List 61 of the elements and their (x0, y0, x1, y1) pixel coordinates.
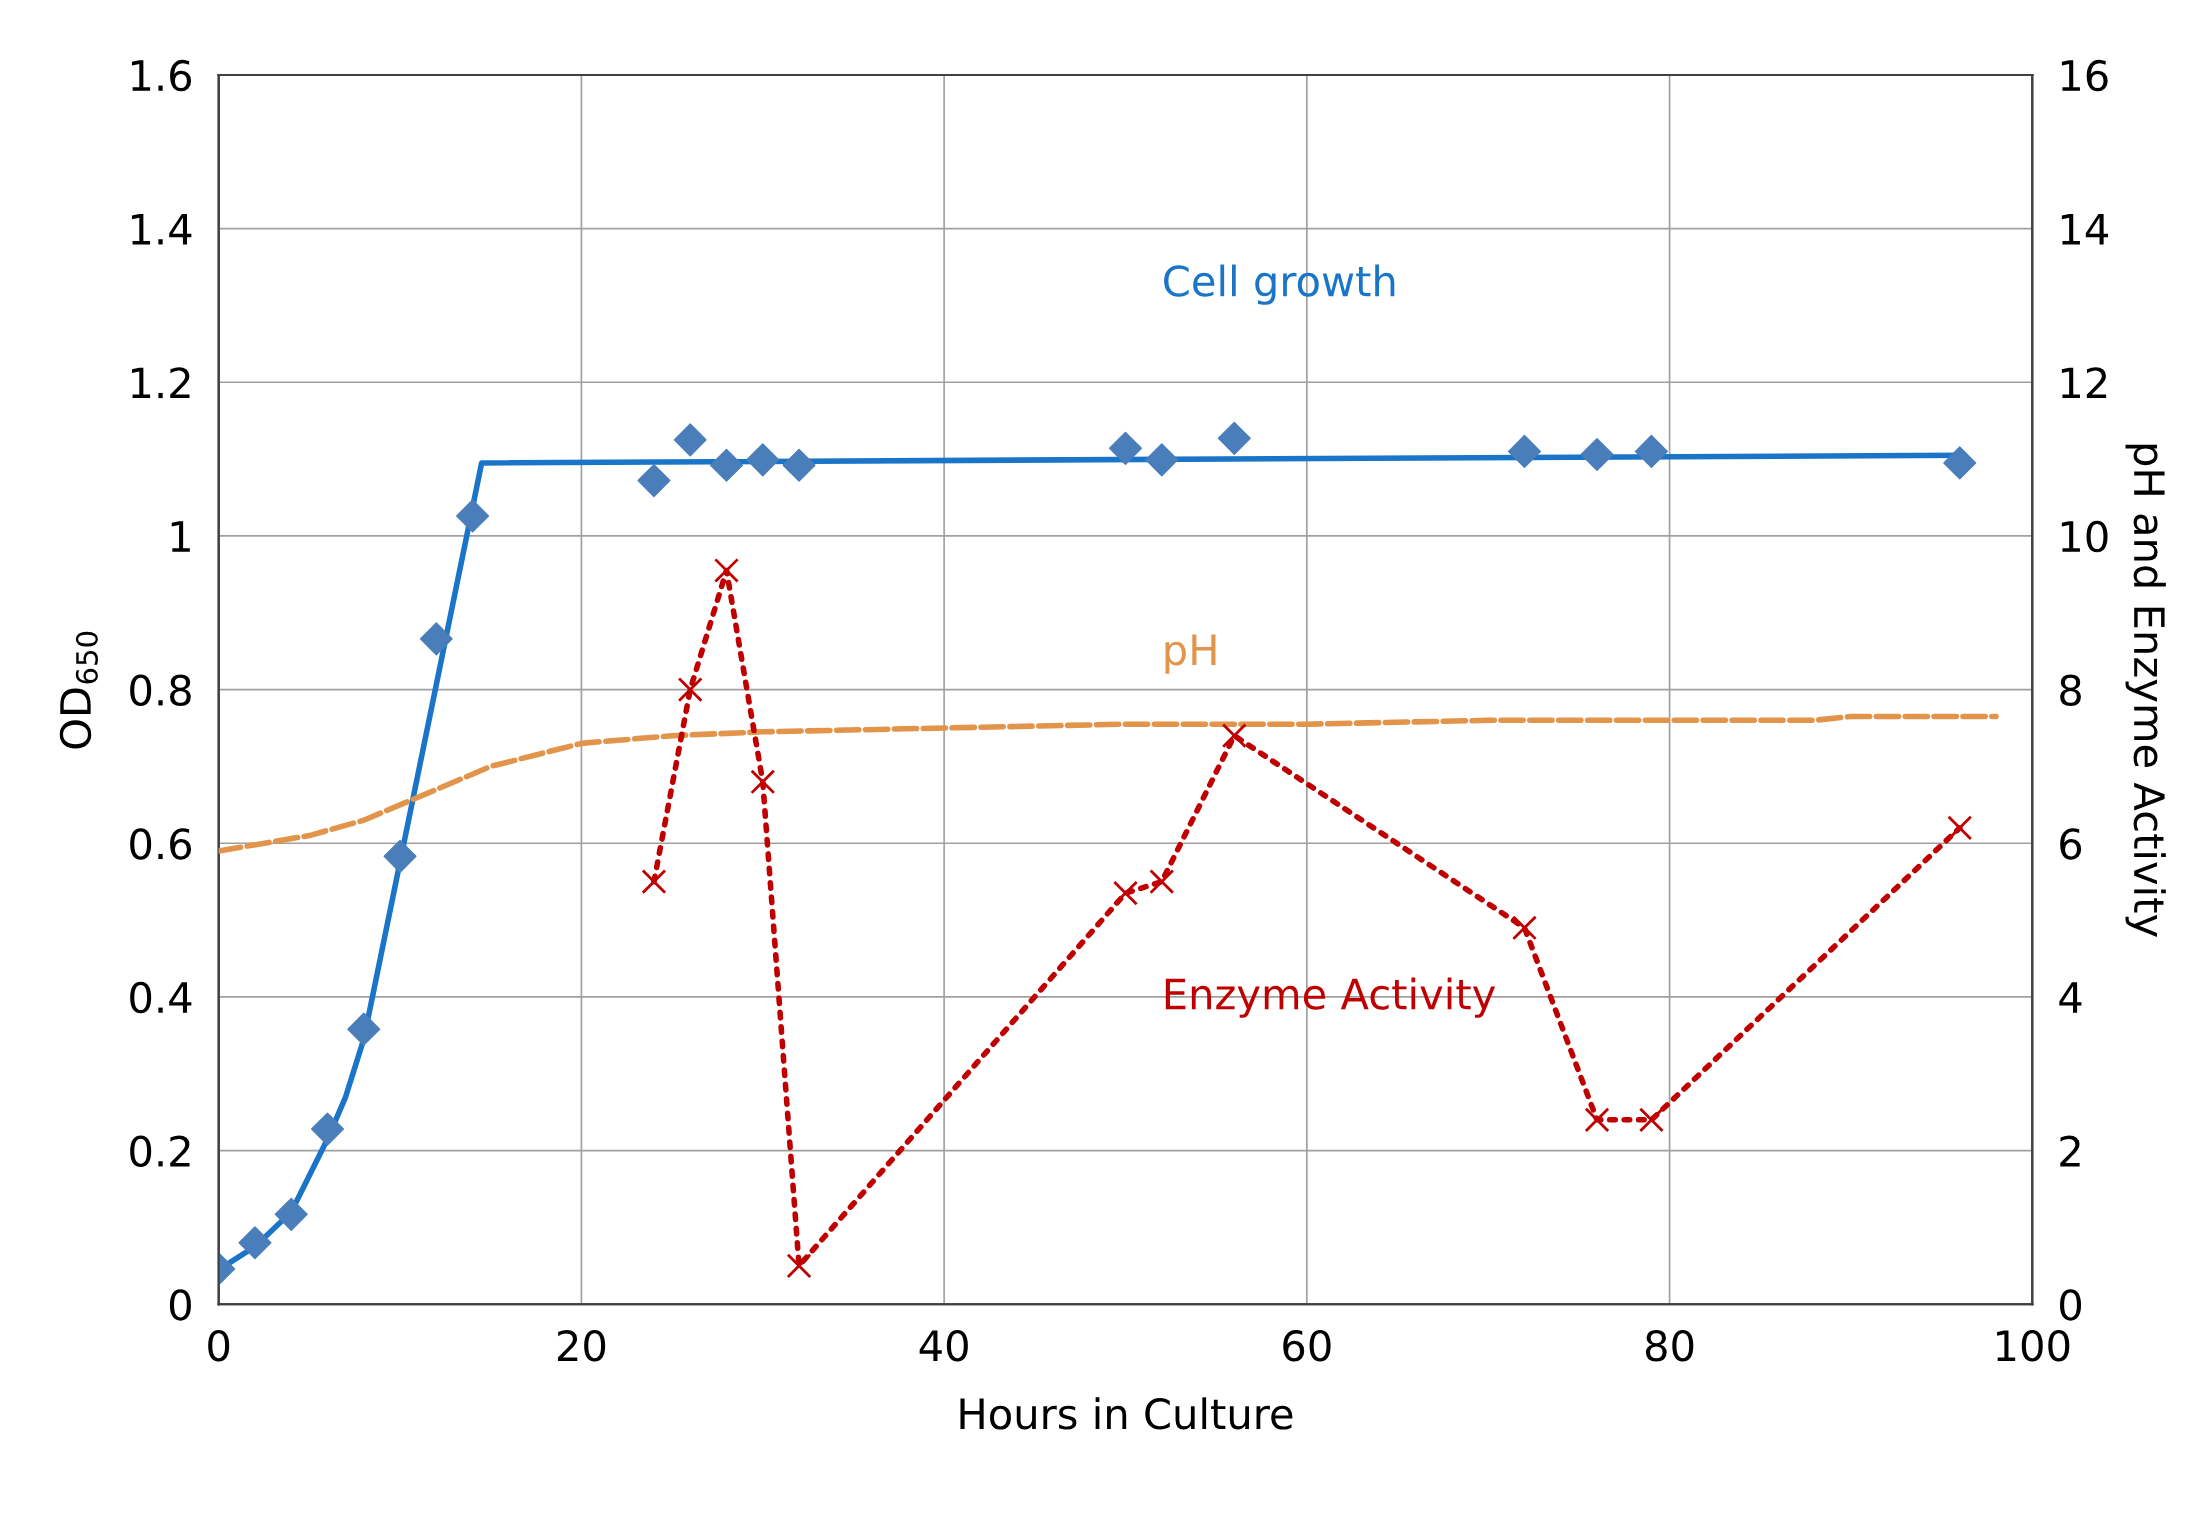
point (1511, 915, 1537, 941)
point (1584, 1107, 1610, 1133)
y-axis-title: OD$_{650}$ (59, 631, 98, 749)
point (1145, 443, 1179, 477)
point (641, 869, 667, 895)
y-tick-label: 0.8 (130, 674, 191, 706)
point (1634, 434, 1668, 468)
x-tick-label: 40 (919, 1329, 968, 1362)
x-tick-label: 0 (208, 1329, 230, 1362)
y-tick-label: 0.2 (130, 1135, 190, 1167)
point (1108, 431, 1143, 465)
point (274, 1197, 308, 1231)
text: Cell growth (1164, 264, 1395, 305)
point (1943, 446, 1977, 480)
y-tick-label: 1 (171, 521, 190, 552)
point (750, 769, 776, 795)
point (310, 1112, 345, 1146)
point (713, 557, 739, 583)
y-tick-label: 0.6 (130, 828, 192, 860)
x-tick-label: 100 (1997, 1329, 2070, 1362)
y2-tick-label: 16 (2061, 59, 2108, 92)
point (238, 1226, 272, 1260)
y2-tick-label: 0 (2060, 1289, 2082, 1321)
x-axis-title: Hours in Culture (960, 1397, 1293, 1430)
point (383, 839, 417, 873)
y2-axis-title: pH and Enzyme Activity (2125, 444, 2166, 937)
series-label: pH (1165, 634, 1216, 674)
point (347, 1012, 381, 1046)
x-tick-label: 20 (557, 1329, 606, 1362)
point (786, 1253, 812, 1279)
y-tick-label: 1.6 (132, 59, 192, 92)
point (1149, 869, 1175, 895)
point (746, 443, 780, 477)
point (1221, 723, 1247, 749)
y2-tick-label: 14 (2061, 214, 2108, 245)
point (419, 622, 453, 656)
point (1580, 437, 1614, 472)
point (677, 677, 703, 703)
point (1638, 1107, 1664, 1133)
point (1217, 421, 1251, 455)
point (1947, 815, 1973, 841)
point (709, 448, 744, 482)
point (637, 464, 671, 498)
y2-tick-label: 4 (2059, 982, 2082, 1013)
point (456, 499, 490, 533)
point (673, 423, 707, 457)
series-label: Enzyme Activity (1165, 977, 1496, 1018)
point (782, 448, 816, 482)
x-tick-label: 80 (1645, 1329, 1694, 1362)
x-tick-label: 60 (1283, 1329, 1331, 1362)
y-tick-label: 0.4 (130, 981, 192, 1014)
y2-tick-label: 10 (2061, 520, 2108, 553)
point (1507, 434, 1542, 468)
y-tick-label: 0 (169, 1289, 191, 1321)
point (1112, 880, 1138, 906)
y2-tick-label: 2 (2060, 1135, 2080, 1167)
y2-tick-label: 8 (2060, 674, 2081, 706)
y-tick-label: 1.2 (132, 367, 190, 399)
y-tick-label: 1.4 (132, 214, 192, 245)
y2-tick-label: 12 (2061, 367, 2107, 399)
y2-tick-label: 6 (2060, 828, 2082, 860)
